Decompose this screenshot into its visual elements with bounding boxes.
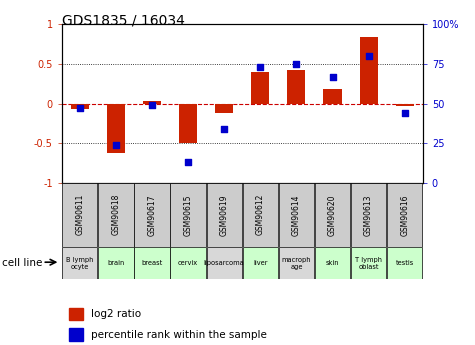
Bar (360, 37, 378, 104)
Text: GSM90611: GSM90611 (76, 194, 84, 235)
Text: brain: brain (107, 260, 124, 266)
Point (148, 102, 156, 108)
Text: GSM90620: GSM90620 (328, 194, 337, 236)
Text: GSM90618: GSM90618 (112, 194, 120, 235)
Text: T lymph
oblast: T lymph oblast (355, 257, 382, 269)
FancyBboxPatch shape (62, 183, 97, 247)
Text: log2 ratio: log2 ratio (91, 309, 141, 319)
Text: GSM90617: GSM90617 (148, 194, 156, 236)
Bar (251, 72, 269, 103)
Text: breast: breast (142, 260, 162, 266)
FancyBboxPatch shape (134, 183, 170, 247)
FancyBboxPatch shape (279, 247, 314, 279)
Text: GSM90612: GSM90612 (256, 194, 265, 235)
Text: GDS1835 / 16034: GDS1835 / 16034 (62, 14, 185, 28)
FancyBboxPatch shape (62, 247, 97, 279)
FancyBboxPatch shape (315, 247, 350, 279)
FancyBboxPatch shape (243, 183, 278, 247)
Bar (69, 308, 84, 320)
Bar (287, 70, 305, 104)
FancyBboxPatch shape (98, 183, 133, 247)
Text: GSM90616: GSM90616 (400, 194, 409, 236)
Bar (179, 104, 197, 143)
Bar (396, 104, 414, 106)
FancyBboxPatch shape (98, 247, 133, 279)
Bar (107, 104, 125, 153)
Point (401, 110, 408, 116)
Text: GSM90613: GSM90613 (364, 194, 373, 236)
Text: cervix: cervix (178, 260, 198, 266)
Point (76, 106, 84, 111)
Text: GSM90614: GSM90614 (292, 194, 301, 236)
Text: percentile rank within the sample: percentile rank within the sample (91, 330, 266, 339)
Text: GSM90615: GSM90615 (184, 194, 192, 236)
Bar (215, 104, 233, 113)
FancyBboxPatch shape (171, 247, 206, 279)
FancyBboxPatch shape (171, 183, 206, 247)
Point (329, 74, 336, 79)
Point (365, 53, 372, 59)
FancyBboxPatch shape (387, 247, 422, 279)
Text: liposarcoma: liposarcoma (204, 260, 245, 266)
FancyBboxPatch shape (243, 247, 278, 279)
Bar (71, 104, 89, 109)
Bar (143, 101, 161, 104)
FancyBboxPatch shape (387, 183, 422, 247)
Text: testis: testis (396, 260, 414, 266)
FancyBboxPatch shape (351, 183, 386, 247)
FancyBboxPatch shape (207, 183, 242, 247)
FancyBboxPatch shape (134, 247, 170, 279)
Point (256, 64, 264, 70)
Bar (323, 89, 342, 104)
FancyBboxPatch shape (351, 247, 386, 279)
Bar (69, 328, 84, 341)
FancyBboxPatch shape (207, 247, 242, 279)
Text: skin: skin (326, 260, 339, 266)
Point (184, 159, 192, 165)
Text: GSM90619: GSM90619 (220, 194, 228, 236)
Text: cell line: cell line (2, 258, 43, 268)
Point (220, 126, 228, 132)
FancyBboxPatch shape (315, 183, 350, 247)
Point (112, 142, 120, 148)
Text: B lymph
ocyte: B lymph ocyte (66, 257, 94, 269)
FancyBboxPatch shape (279, 183, 314, 247)
Text: macroph
age: macroph age (282, 257, 311, 269)
Text: liver: liver (253, 260, 267, 266)
Point (293, 61, 300, 67)
